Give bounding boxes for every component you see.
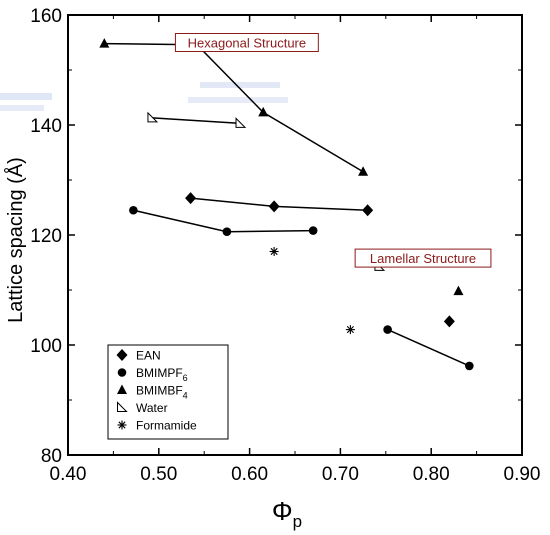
x-tick-label: 0.40 bbox=[50, 464, 87, 485]
x-axis-title-subscript: p bbox=[293, 512, 302, 531]
annotation-box bbox=[354, 248, 492, 268]
faint-mark bbox=[200, 82, 280, 88]
data-point-bmimbf4 bbox=[258, 106, 269, 117]
asterisk-stroke bbox=[118, 421, 126, 429]
data-point-ean bbox=[185, 192, 197, 205]
annotation-text: Lamellar Structure bbox=[370, 251, 476, 266]
y-tick-label: 160 bbox=[30, 6, 62, 27]
series-line-ean bbox=[190, 197, 368, 211]
data-point-bmimbf4 bbox=[453, 285, 464, 296]
legend-marker-ean bbox=[116, 349, 128, 361]
legend-box bbox=[107, 344, 229, 440]
data-point-bmimpf6 bbox=[129, 205, 138, 215]
annotation-box bbox=[174, 33, 319, 52]
data-point-ean bbox=[362, 204, 374, 217]
structure-annotation: Lamellar Structure bbox=[354, 248, 492, 268]
legend-marker-bmimpf6 bbox=[117, 368, 127, 377]
data-point-water bbox=[147, 111, 159, 123]
data-point-bmimpf6 bbox=[465, 361, 474, 371]
legend-label-subscript: 6 bbox=[183, 373, 188, 383]
legend-label-formamide: Formamide bbox=[136, 419, 197, 433]
legend-label-water: Water bbox=[136, 401, 168, 415]
legend-marker-water bbox=[117, 401, 128, 412]
legend-marker-formamide bbox=[117, 420, 127, 430]
series-line-bmimpf6 bbox=[387, 328, 470, 367]
x-tick-label: 0.70 bbox=[322, 464, 359, 485]
data-point-bmimpf6 bbox=[222, 227, 232, 236]
y-tick-label: 100 bbox=[30, 336, 62, 357]
data-point-bmimbf4 bbox=[99, 38, 110, 48]
faint-mark bbox=[0, 105, 44, 111]
legend-label-bmimbf4: BMIMBF4 bbox=[136, 384, 188, 401]
series-line-bmimpf6 bbox=[133, 209, 314, 233]
y-tick-label: 80 bbox=[41, 446, 62, 467]
faint-mark bbox=[0, 93, 52, 100]
y-tick-label: 120 bbox=[30, 226, 62, 247]
faint-mark bbox=[188, 97, 288, 103]
legend-label-bmimpf6: BMIMPF6 bbox=[136, 366, 188, 383]
data-point-ean bbox=[268, 200, 280, 213]
data-point-ean bbox=[443, 315, 455, 328]
legend-label-subscript: 4 bbox=[183, 391, 188, 401]
faint-background-text bbox=[0, 82, 288, 111]
series-line-water bbox=[152, 117, 241, 125]
y-tick-label: 140 bbox=[30, 116, 62, 137]
data-point-formamide bbox=[269, 247, 279, 256]
asterisk-stroke bbox=[270, 247, 278, 256]
annotation-text: Hexagonal Structure bbox=[188, 36, 307, 51]
structure-annotation: Hexagonal Structure bbox=[174, 33, 319, 52]
data-point-formamide bbox=[345, 325, 355, 335]
data-point-bmimbf4 bbox=[358, 166, 369, 176]
x-tick-label: 0.80 bbox=[413, 464, 450, 485]
x-tick-label: 0.50 bbox=[140, 464, 177, 485]
data-point-water bbox=[235, 117, 247, 128]
legend-label-ean: EAN bbox=[136, 349, 161, 363]
data-point-bmimpf6 bbox=[308, 226, 318, 235]
x-tick-label: 0.60 bbox=[231, 464, 268, 485]
legend-marker-bmimbf4 bbox=[117, 384, 127, 394]
x-tick-label: 0.90 bbox=[504, 464, 541, 485]
x-axis-title: Φp bbox=[272, 496, 302, 531]
data-point-bmimpf6 bbox=[383, 325, 392, 334]
y-axis-title: Lattice spacing (Å) bbox=[4, 157, 27, 323]
series-line-bmimbf4 bbox=[104, 42, 364, 173]
asterisk-stroke bbox=[346, 326, 354, 334]
